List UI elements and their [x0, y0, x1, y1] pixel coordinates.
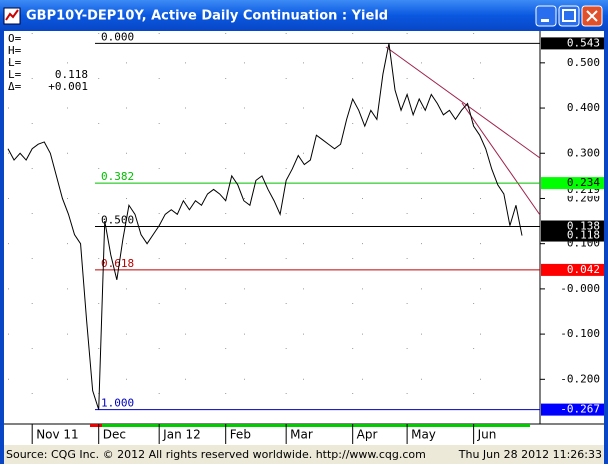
x-tick-label: Nov 11: [36, 428, 79, 442]
trend-line: [385, 46, 541, 159]
axis-strip: [90, 424, 102, 427]
x-tick-label: Feb: [230, 428, 251, 442]
window-title: GBP10Y-DEP10Y, Active Daily Continuation…: [26, 9, 388, 24]
title-bar: [0, 0, 608, 31]
price-box: [541, 403, 604, 416]
price-box: [541, 37, 604, 50]
minimize-button[interactable]: [535, 5, 557, 27]
price-box: [541, 263, 604, 276]
price-box-label: 0.543: [567, 36, 600, 49]
fib-level-label: 0.000: [101, 30, 134, 43]
info-key: H=: [8, 44, 22, 57]
app-icon-glyph: [5, 9, 19, 21]
price-box-label: -0.267: [560, 403, 600, 416]
y-tick-label: 0.300: [567, 146, 600, 159]
y-tick-label: 0.400: [567, 101, 600, 114]
x-tick-label: Dec: [103, 428, 126, 442]
price-box-label: 0.234: [567, 176, 600, 189]
fib-level-label: 0.618: [101, 257, 134, 270]
series-line: [7, 43, 523, 410]
maximize-glyph: [562, 9, 576, 22]
price-box-label: 0.118: [567, 229, 600, 242]
price-box: [541, 177, 604, 190]
fib-level-label: 0.500: [101, 214, 134, 227]
price-box: [541, 220, 604, 233]
minimize-glyph: [541, 19, 549, 22]
price-box-label: 0.042: [567, 263, 600, 276]
fib-level-label: 1.000: [101, 397, 134, 410]
info-value: +0.001: [48, 80, 88, 93]
x-tick-label: May: [411, 428, 436, 442]
price-box-label: 0.138: [567, 220, 600, 233]
info-key: O=: [8, 32, 22, 45]
x-tick-label: Jun: [477, 428, 497, 442]
status-bar: [4, 445, 604, 464]
y-tick-label: -0.200: [560, 372, 600, 385]
fib-level-label: 0.382: [101, 170, 134, 183]
close-glyph: [586, 10, 598, 22]
x-tick-label: Mar: [290, 428, 313, 442]
chart-area: [4, 31, 604, 445]
info-value: 0.118: [55, 68, 88, 81]
footer-timestamp: Thu Jun 28 2012 11:26:33: [458, 448, 602, 461]
price-box: [541, 229, 604, 242]
y-tick-label: -0.000: [560, 282, 600, 295]
y-tick-label: 0.500: [567, 56, 600, 69]
info-key: L=: [8, 68, 22, 81]
y-tick-label: -0.100: [560, 327, 600, 340]
footer-source: Source: CQG Inc. © 2012 All rights reser…: [6, 448, 426, 461]
axis-strip: [102, 424, 530, 427]
info-key: Δ=: [8, 80, 22, 93]
trend-line: [461, 102, 541, 216]
info-key: L=: [8, 56, 22, 69]
x-tick-label: Jan 12: [162, 428, 201, 442]
x-tick-label: Apr: [357, 428, 378, 442]
